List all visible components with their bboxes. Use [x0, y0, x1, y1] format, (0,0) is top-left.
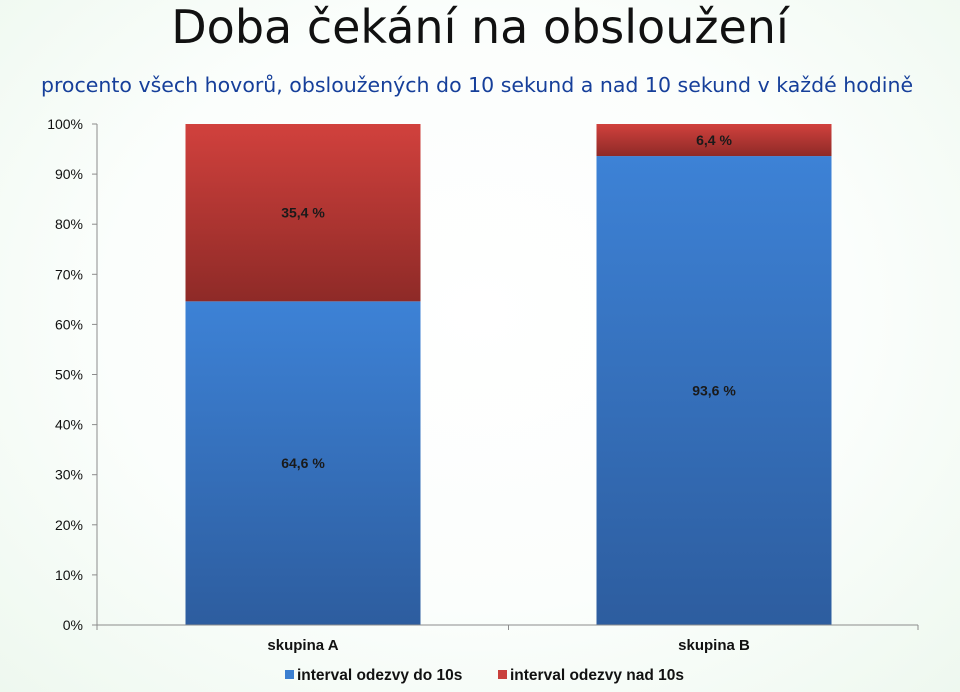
- y-tick-label: 90%: [55, 166, 83, 182]
- legend: interval odezvy do 10s interval odezvy na…: [285, 667, 684, 684]
- category-label: skupina B: [678, 637, 750, 654]
- y-tick-label: 10%: [55, 567, 83, 583]
- y-tick-label: 0%: [63, 617, 83, 633]
- y-tick-label: 100%: [47, 116, 83, 132]
- y-tick-label: 40%: [55, 417, 83, 433]
- y-tick-label: 20%: [55, 517, 83, 533]
- bar-segment: [185, 301, 421, 625]
- legend-swatch: [498, 670, 507, 679]
- bar-segment: [596, 124, 832, 157]
- y-tick-label: 30%: [55, 467, 83, 483]
- data-label: 6,4 %: [696, 132, 732, 148]
- data-label: 93,6 %: [692, 383, 736, 399]
- chart-subtitle: procento všech hovorů, obsloužených do 1…: [41, 73, 913, 97]
- bar-segment: [185, 124, 421, 302]
- data-label: 64,6 %: [281, 455, 325, 471]
- y-tick-label: 70%: [55, 266, 83, 282]
- labels-layer: 64,6 % 35,4 % skupina A 93,6 % 6,4 % skupina …: [267, 132, 750, 654]
- bars-layer: [185, 124, 832, 625]
- category-label: skupina A: [267, 637, 338, 654]
- chart-title: Doba čekání na obsloužení: [171, 0, 790, 54]
- y-tick-label: 80%: [55, 216, 83, 232]
- legend-label: interval odezvy nad 10s: [510, 667, 684, 684]
- y-tick-label: 50%: [55, 367, 83, 383]
- y-tick-label: 60%: [55, 316, 83, 332]
- axes-layer: 0% 10% 20% 30% 40% 50% 60% 70% 80% 90% 100%: [47, 116, 919, 633]
- data-label: 35,4 %: [281, 205, 325, 221]
- legend-label: interval odezvy do 10s: [297, 667, 462, 684]
- bar-segment: [596, 156, 832, 625]
- legend-swatch: [285, 670, 294, 679]
